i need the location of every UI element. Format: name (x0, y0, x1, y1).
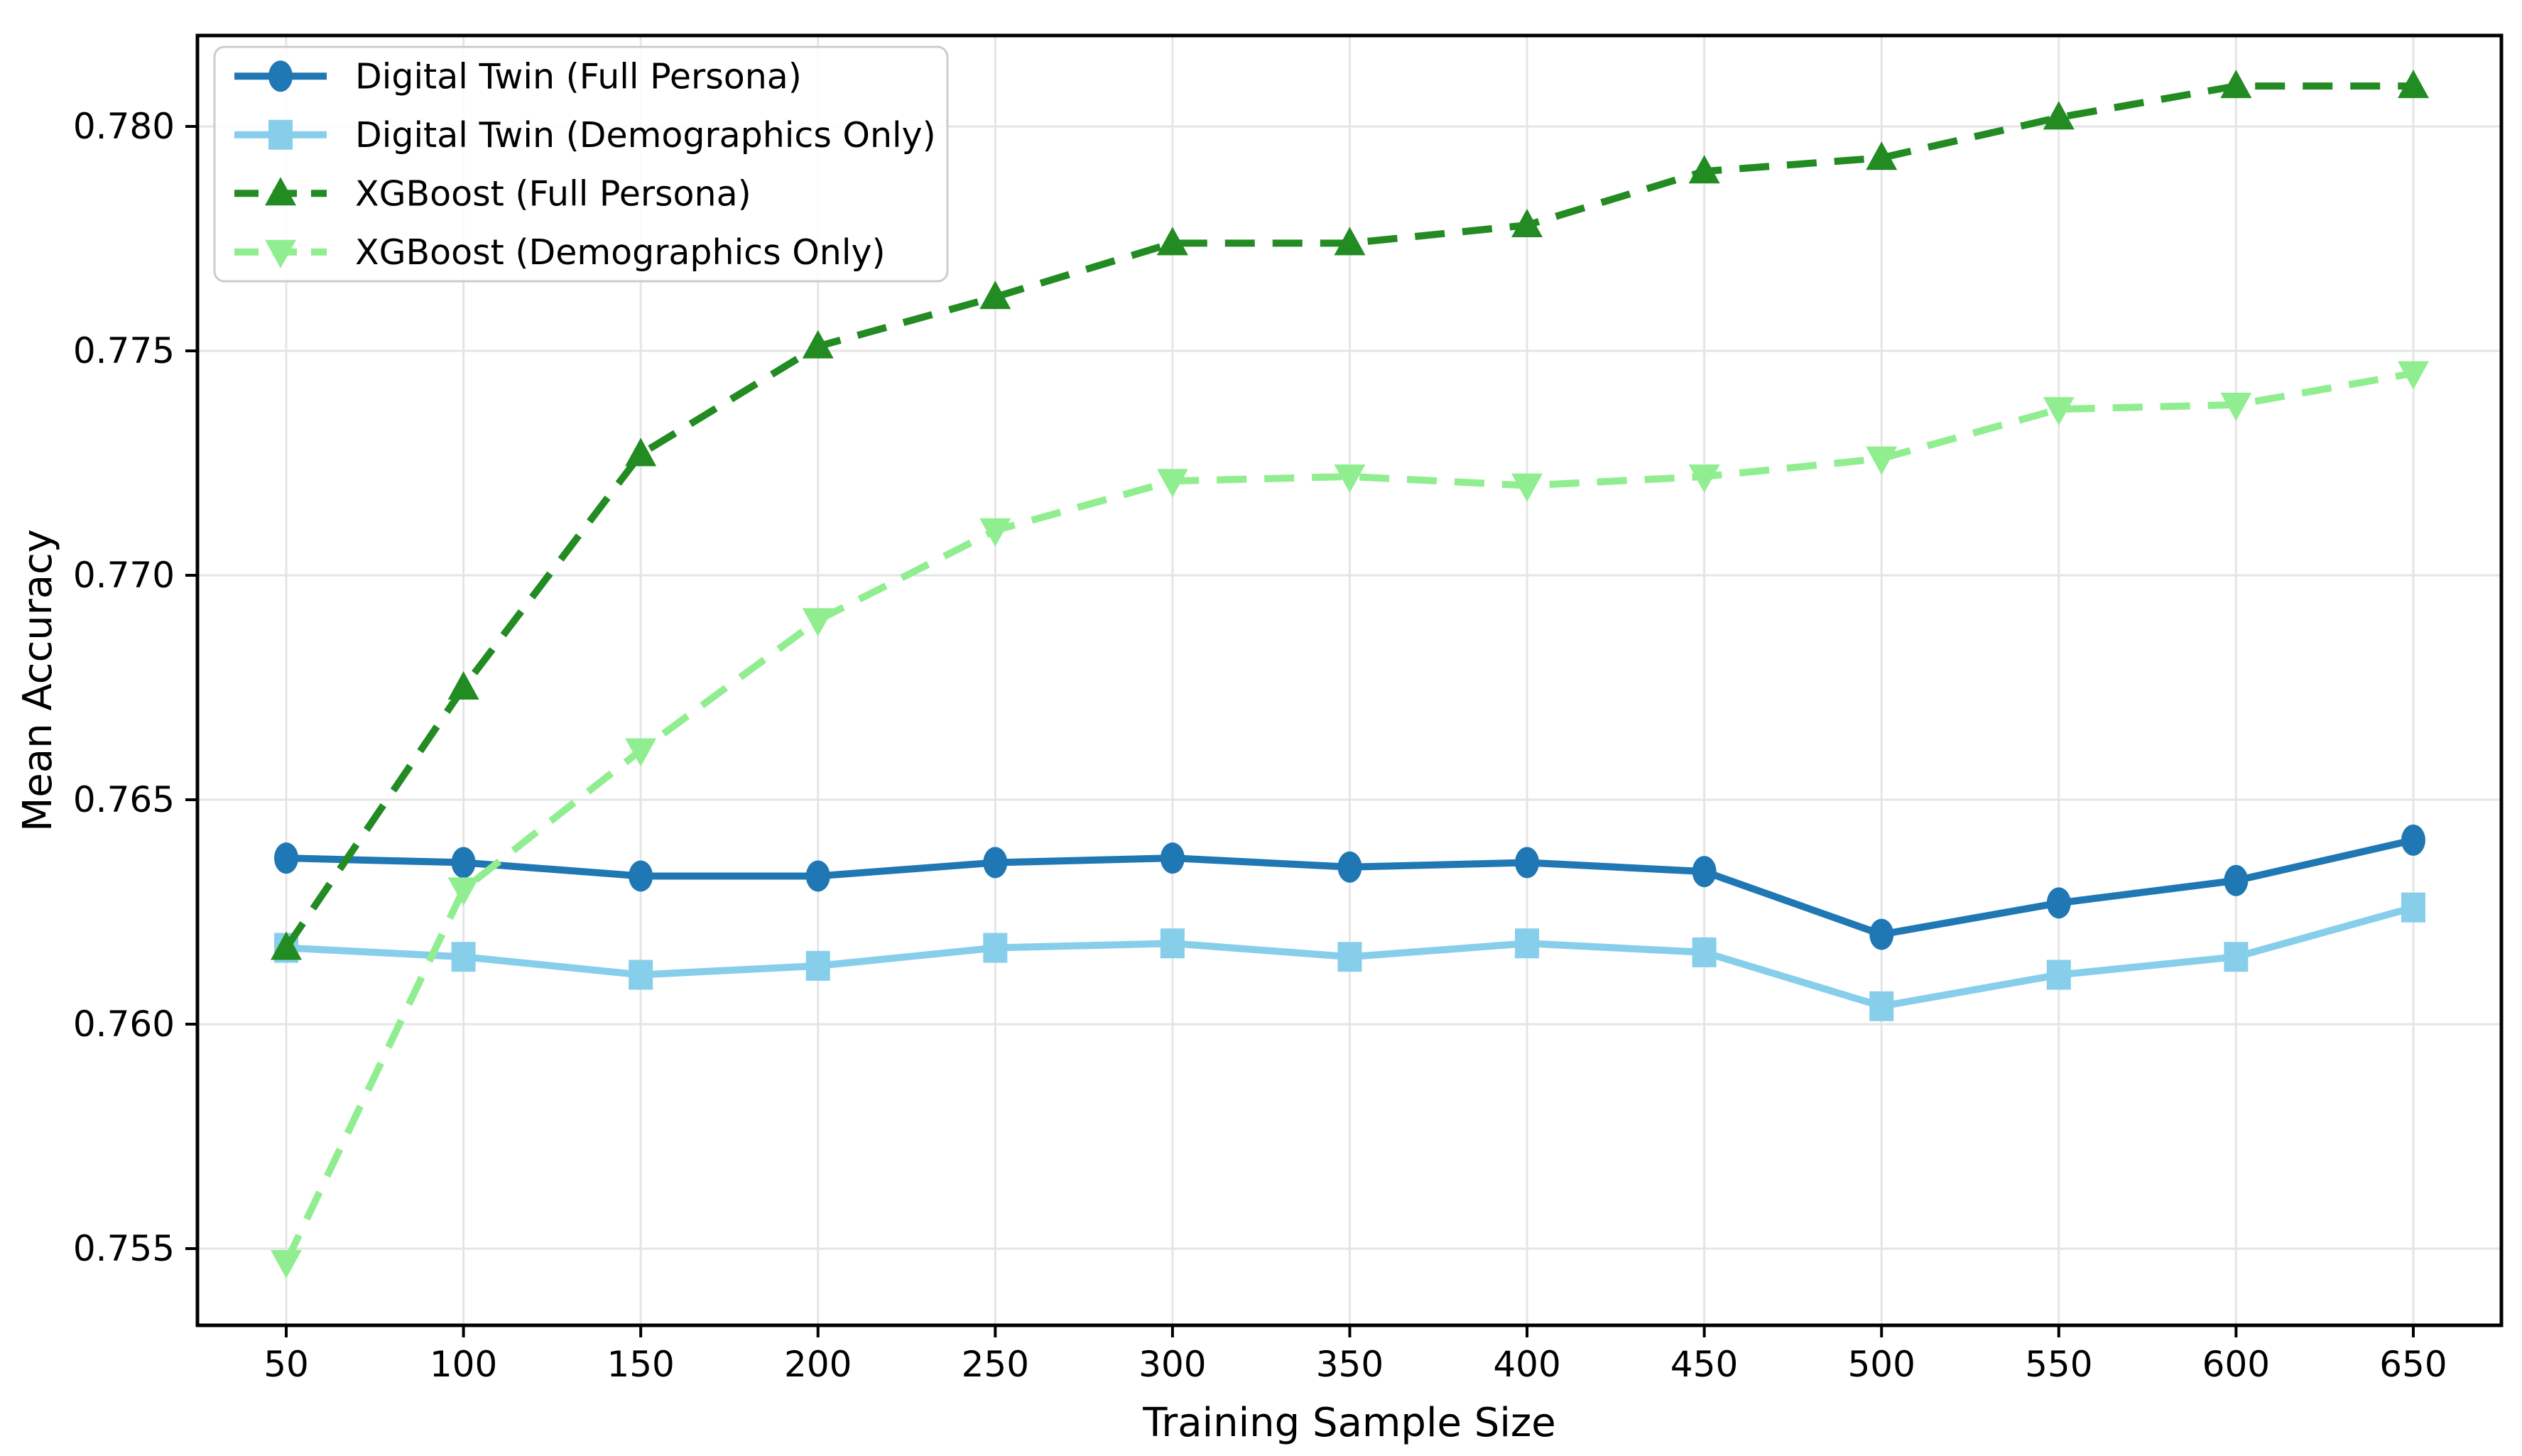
circle-marker-100 (451, 847, 476, 879)
square-marker-200 (805, 950, 830, 981)
series-xgboost-full-persona (271, 70, 2429, 960)
series-xgboost-demographics-only (271, 361, 2429, 1278)
circle-marker-200 (805, 860, 830, 892)
square-marker-100 (451, 942, 476, 972)
triangle-down-marker-600 (2220, 392, 2252, 421)
x-tick-label-100: 100 (430, 1344, 497, 1385)
x-tick-label-400: 400 (1493, 1344, 1560, 1385)
triangle-up-marker-300 (1156, 227, 1188, 256)
square-marker-400 (1515, 928, 1540, 959)
legend-item-digital-twin-full-persona: Digital Twin (Full Persona) (234, 56, 802, 97)
y-axis-title: Mean Accuracy (15, 529, 61, 832)
x-tick-label-500: 500 (1848, 1344, 1915, 1385)
triangle-up-marker-450 (1688, 155, 1720, 184)
square-marker-650 (2401, 892, 2425, 923)
circle-marker-550 (2046, 887, 2071, 919)
x-tick-label-150: 150 (607, 1344, 674, 1385)
circle-marker-500 (1869, 918, 1894, 950)
triangle-up-marker-650 (2397, 70, 2429, 99)
y-tick-label-0.770: 0.770 (73, 555, 175, 596)
square-marker-150 (629, 960, 653, 990)
triangle-up-marker-250 (979, 281, 1011, 310)
circle-marker-350 (1337, 851, 1362, 883)
y-tick-label-0.760: 0.760 (73, 1004, 175, 1045)
x-tick-label-350: 350 (1316, 1344, 1384, 1385)
series-layer (271, 70, 2429, 1278)
x-tick-label-300: 300 (1138, 1344, 1206, 1385)
y-tick-label-0.775: 0.775 (73, 330, 175, 371)
circle-marker-250 (983, 847, 1008, 879)
legend: Digital Twin (Full Persona) Digital Twin … (213, 45, 949, 283)
triangle-down-marker-350 (1334, 464, 1366, 493)
circle-marker-150 (629, 860, 653, 892)
legend-item-xgboost-full-persona: XGBoost (Full Persona) (234, 173, 751, 214)
square-marker-350 (1337, 942, 1362, 972)
triangle-up-marker-400 (1511, 209, 1543, 238)
legend-label: XGBoost (Full Persona) (355, 173, 751, 214)
x-tick-label-450: 450 (1670, 1344, 1738, 1385)
triangle-down-marker-50 (271, 1249, 302, 1278)
x-tick-label-200: 200 (784, 1344, 852, 1385)
triangle-down-marker-650 (2397, 361, 2429, 390)
square-marker-500 (1869, 991, 1894, 1021)
triangle-down-marker-100 (447, 877, 479, 906)
series-digital-twin-full-persona (274, 824, 2425, 950)
y-tick-label-0.765: 0.765 (73, 779, 175, 820)
circle-marker-50 (274, 842, 298, 874)
triangle-down-marker-150 (625, 738, 657, 767)
triangle-down-marker-200 (802, 608, 834, 637)
triangle-up-marker-200 (802, 330, 834, 359)
circle-marker-300 (1160, 842, 1185, 874)
triangle-down-marker-300 (1156, 469, 1188, 498)
square-marker-550 (2046, 960, 2071, 990)
x-tick-label-650: 650 (2379, 1344, 2447, 1385)
circle-marker-400 (1515, 847, 1540, 879)
triangle-up-marker-350 (1334, 227, 1366, 256)
x-tick-label-50: 50 (263, 1344, 309, 1385)
x-axis-title: Training Sample Size (1142, 1400, 1556, 1446)
legend-item-digital-twin-demographics-only: Digital Twin (Demographics Only) (234, 115, 936, 156)
square-marker-600 (2224, 942, 2249, 972)
circle-marker-650 (2401, 824, 2425, 856)
x-tick-label-250: 250 (962, 1344, 1029, 1385)
circle-marker-450 (1692, 856, 1717, 888)
circle-marker-600 (2224, 864, 2249, 896)
square-marker-legend (268, 119, 293, 150)
triangle-down-marker-250 (979, 518, 1011, 547)
triangle-up-marker-550 (2043, 101, 2075, 130)
triangle-down-marker-legend (265, 239, 296, 268)
triangle-up-marker-500 (1866, 141, 1898, 170)
x-tick-label-550: 550 (2025, 1344, 2092, 1385)
legend-label: Digital Twin (Full Persona) (355, 56, 802, 97)
y-tick-label-0.780: 0.780 (73, 106, 175, 147)
triangle-down-marker-550 (2043, 397, 2075, 426)
triangle-up-marker-100 (447, 671, 479, 700)
square-marker-250 (983, 933, 1008, 963)
triangle-up-marker-150 (625, 438, 657, 467)
triangle-down-marker-500 (1866, 446, 1898, 475)
square-marker-300 (1160, 928, 1185, 959)
triangle-up-marker-legend (265, 177, 296, 206)
legend-box (213, 45, 949, 283)
legend-label: XGBoost (Demographics Only) (355, 232, 886, 273)
triangle-up-marker-50 (271, 931, 302, 960)
circle-marker-legend (268, 60, 293, 92)
tick-layer: 50 100 150 200 250 300 350 400 450 500 550 600 650 0.… (73, 106, 2447, 1385)
legend-item-xgboost-demographics-only: XGBoost (Demographics Only) (234, 232, 886, 273)
legend-label: Digital Twin (Demographics Only) (355, 115, 936, 156)
triangle-down-marker-400 (1511, 473, 1543, 502)
x-tick-label-600: 600 (2202, 1344, 2270, 1385)
triangle-down-marker-450 (1688, 464, 1720, 493)
y-tick-label-0.755: 0.755 (73, 1228, 175, 1269)
triangle-up-marker-600 (2220, 70, 2252, 99)
square-marker-450 (1692, 937, 1717, 967)
